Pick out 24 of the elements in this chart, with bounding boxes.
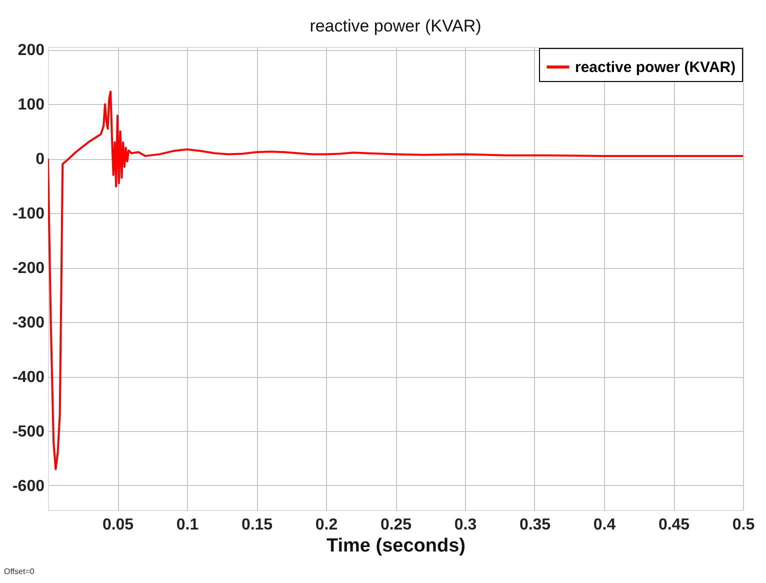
y-tick-label: -400 bbox=[12, 369, 45, 386]
x-tick-label: 0.2 bbox=[315, 516, 338, 534]
line-series bbox=[48, 90, 743, 470]
x-tick-label: 0.4 bbox=[593, 516, 616, 534]
y-tick-label: -100 bbox=[12, 206, 45, 223]
x-tick-label: 0.3 bbox=[454, 516, 477, 534]
y-tick-label: 0 bbox=[36, 151, 45, 168]
y-tick-label: -200 bbox=[12, 260, 45, 278]
legend-label: reactive power (KVAR) bbox=[575, 59, 736, 76]
y-tick-label: -600 bbox=[12, 478, 45, 495]
text: Offset=0 bbox=[4, 567, 35, 576]
x-tick-label: 0.1 bbox=[176, 516, 199, 534]
x-axis-title: Time (seconds) bbox=[326, 536, 466, 556]
y-tick-label: 100 bbox=[18, 96, 45, 114]
x-tick-label: 0.45 bbox=[658, 516, 690, 534]
y-tick-label: -300 bbox=[12, 314, 45, 332]
x-tick-label: 0.5 bbox=[732, 516, 755, 534]
x-tick-label: 0.35 bbox=[519, 516, 551, 534]
x-tick-label: 0.25 bbox=[380, 516, 412, 534]
y-tick-label: 200 bbox=[18, 42, 45, 60]
x-tick-label: 0.15 bbox=[241, 516, 273, 534]
y-tick-label: -500 bbox=[12, 424, 45, 441]
chart-title: reactive power (KVAR) bbox=[310, 16, 482, 36]
x-tick-label: 0.05 bbox=[102, 516, 134, 534]
